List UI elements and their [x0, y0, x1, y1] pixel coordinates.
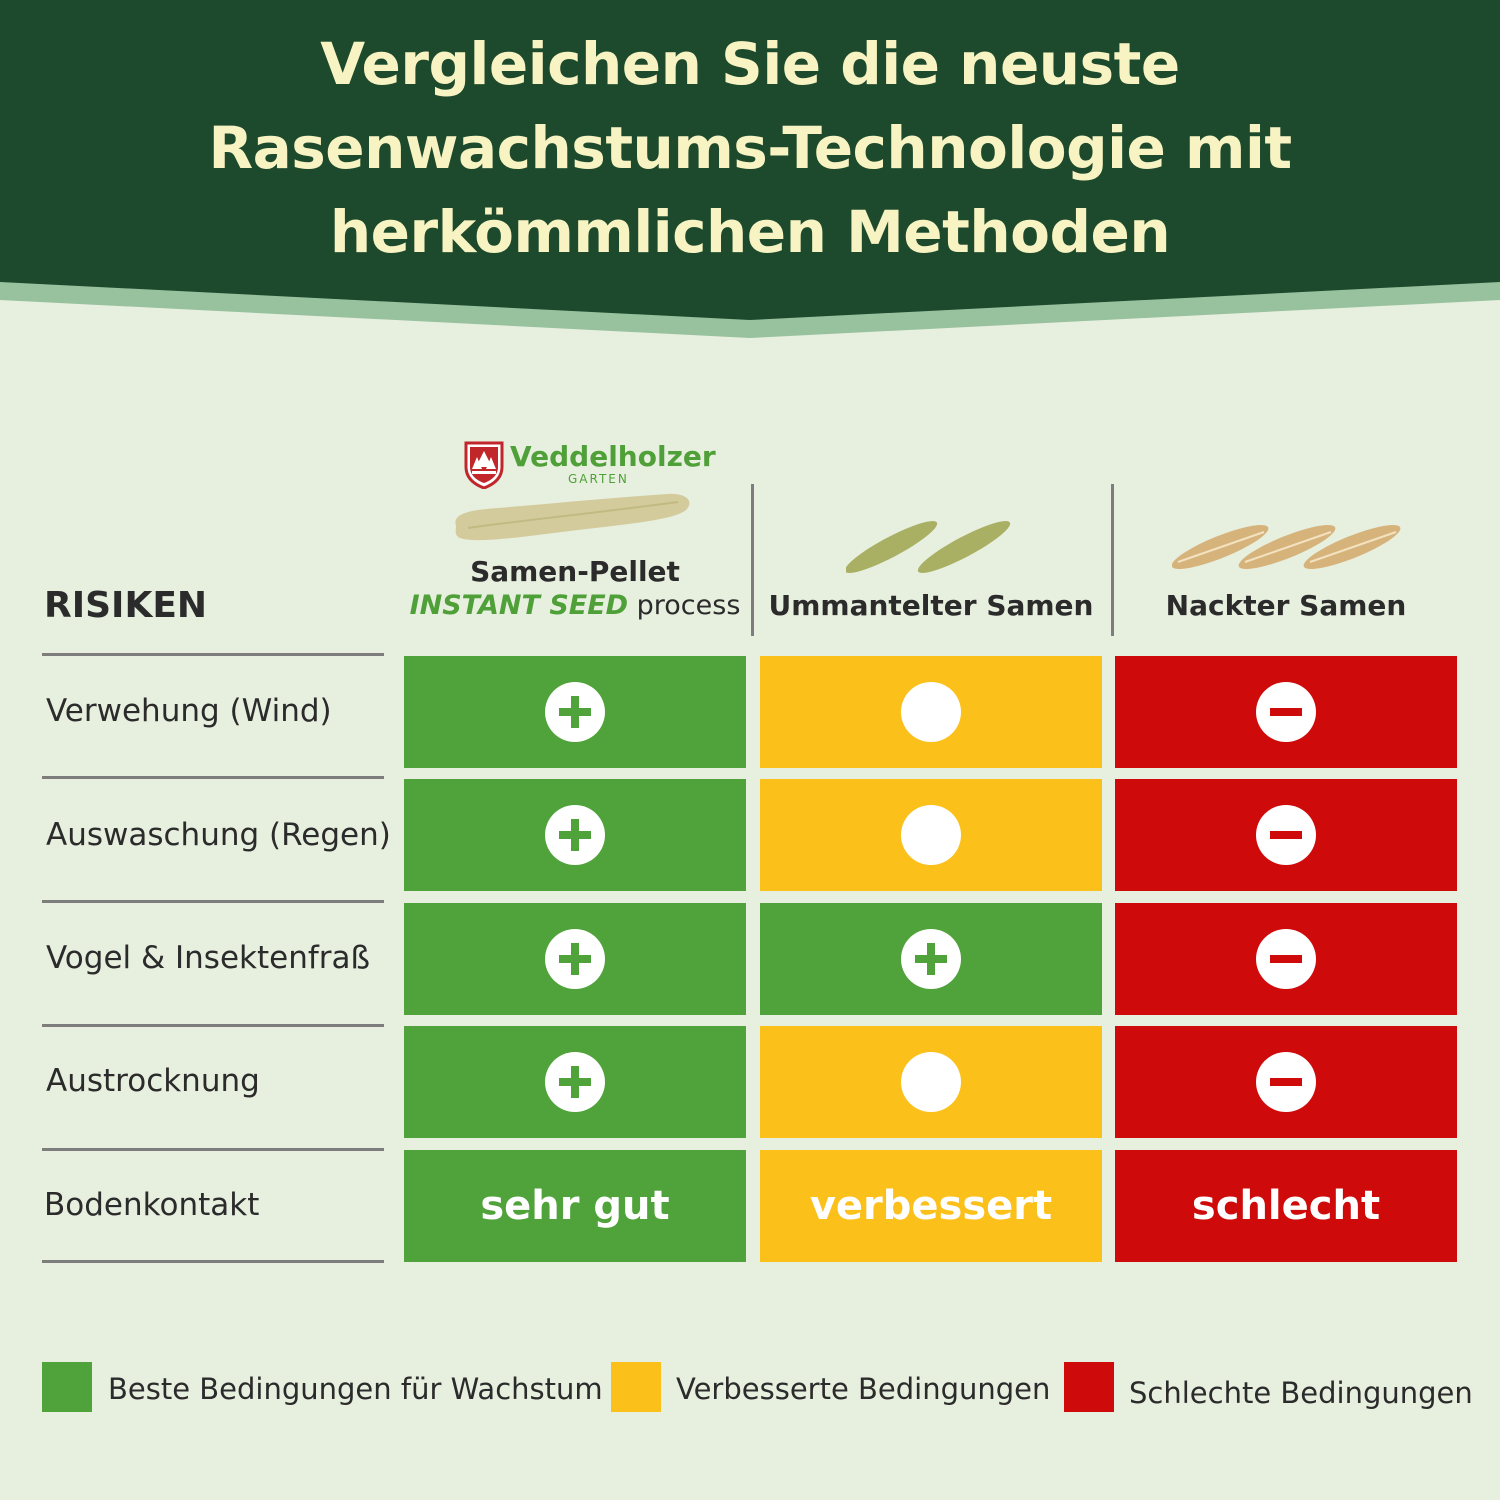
neutral-circle-icon: [901, 805, 961, 865]
legend-label-improved: Verbesserte Bedingungen: [676, 1372, 1051, 1406]
minus-icon: [1256, 929, 1316, 989]
naked-seed-icon: [1172, 525, 1401, 569]
row-label-soil: Bodenkontakt: [44, 1187, 260, 1223]
rating-text-naked: schlecht: [1191, 1183, 1381, 1229]
row-label-birds: Vogel & Insektenfraß: [46, 940, 371, 976]
title-line-3: herkömmlichen Methoden: [329, 198, 1171, 266]
plus-icon: [545, 682, 605, 742]
legend-swatch-bad: [1064, 1362, 1114, 1412]
row-label-wind: Verwehung (Wind): [46, 693, 332, 729]
minus-icon: [1256, 805, 1316, 865]
legend-label-bad: Schlechte Bedingungen: [1129, 1376, 1473, 1410]
column-title-pellet: Samen-Pellet: [470, 555, 680, 588]
rating-cell: [760, 1026, 1102, 1138]
title-line-1: Vergleichen Sie die neuste: [320, 30, 1180, 98]
risks-header: RISIKEN: [44, 585, 208, 626]
brand-name: Veddelholzer: [510, 440, 716, 473]
rating-cell: [760, 779, 1102, 891]
rating-cell: [1115, 779, 1457, 891]
rating-cell: [760, 656, 1102, 768]
seed-pellet-icon: [455, 493, 690, 541]
row-divider: [42, 1024, 384, 1027]
neutral-circle-icon: [901, 682, 961, 742]
plus-icon: [545, 1052, 605, 1112]
legend-swatch-improved: [611, 1362, 661, 1412]
row-label-rain: Auswaschung (Regen): [46, 817, 391, 853]
rating-cell: verbessert: [760, 1150, 1102, 1262]
legend-label-best: Beste Bedingungen für Wachstum: [108, 1372, 603, 1406]
minus-icon: [1256, 682, 1316, 742]
row-divider: [42, 1148, 384, 1151]
rating-cell: [404, 656, 746, 768]
rating-cell: [760, 903, 1102, 1015]
row-label-drying: Austrocknung: [46, 1063, 260, 1099]
title-line-2: Rasenwachstums-Technologie mit: [208, 114, 1292, 182]
brand-subtitle: GARTEN: [568, 472, 629, 486]
rating-cell: [1115, 656, 1457, 768]
rating-cell: [404, 903, 746, 1015]
process-label: process: [628, 590, 741, 621]
coated-seed-icon: [846, 521, 1011, 573]
rating-text-pellet: sehr gut: [480, 1183, 670, 1229]
instant-seed-label: INSTANT SEED: [409, 590, 629, 621]
plus-icon: [545, 929, 605, 989]
plus-icon: [545, 805, 605, 865]
header-banner: [0, 0, 1500, 338]
column-subtitle-pellet: INSTANT SEED process: [390, 590, 760, 621]
row-divider: [42, 776, 384, 779]
rating-cell: sehr gut: [404, 1150, 746, 1262]
row-divider: [42, 900, 384, 903]
minus-icon: [1256, 1052, 1316, 1112]
legend-swatch-best: [42, 1362, 92, 1412]
column-divider: [1111, 484, 1114, 636]
row-divider: [42, 1260, 384, 1263]
rating-cell: [1115, 1026, 1457, 1138]
plus-icon: [901, 929, 961, 989]
rating-cell: [404, 1026, 746, 1138]
veddelholzer-shield-icon: [464, 441, 504, 489]
rating-cell: schlecht: [1115, 1150, 1457, 1262]
row-divider: [42, 653, 384, 656]
column-title-naked: Nackter Samen: [1165, 589, 1407, 622]
rating-cell: [1115, 903, 1457, 1015]
column-title-coated: Ummantelter Samen: [768, 589, 1094, 622]
rating-text-coated: verbessert: [809, 1183, 1053, 1229]
column-divider: [751, 484, 754, 636]
rating-cell: [404, 779, 746, 891]
page-title: Vergleichen Sie die neuste Rasenwachstum…: [0, 22, 1500, 274]
neutral-circle-icon: [901, 1052, 961, 1112]
